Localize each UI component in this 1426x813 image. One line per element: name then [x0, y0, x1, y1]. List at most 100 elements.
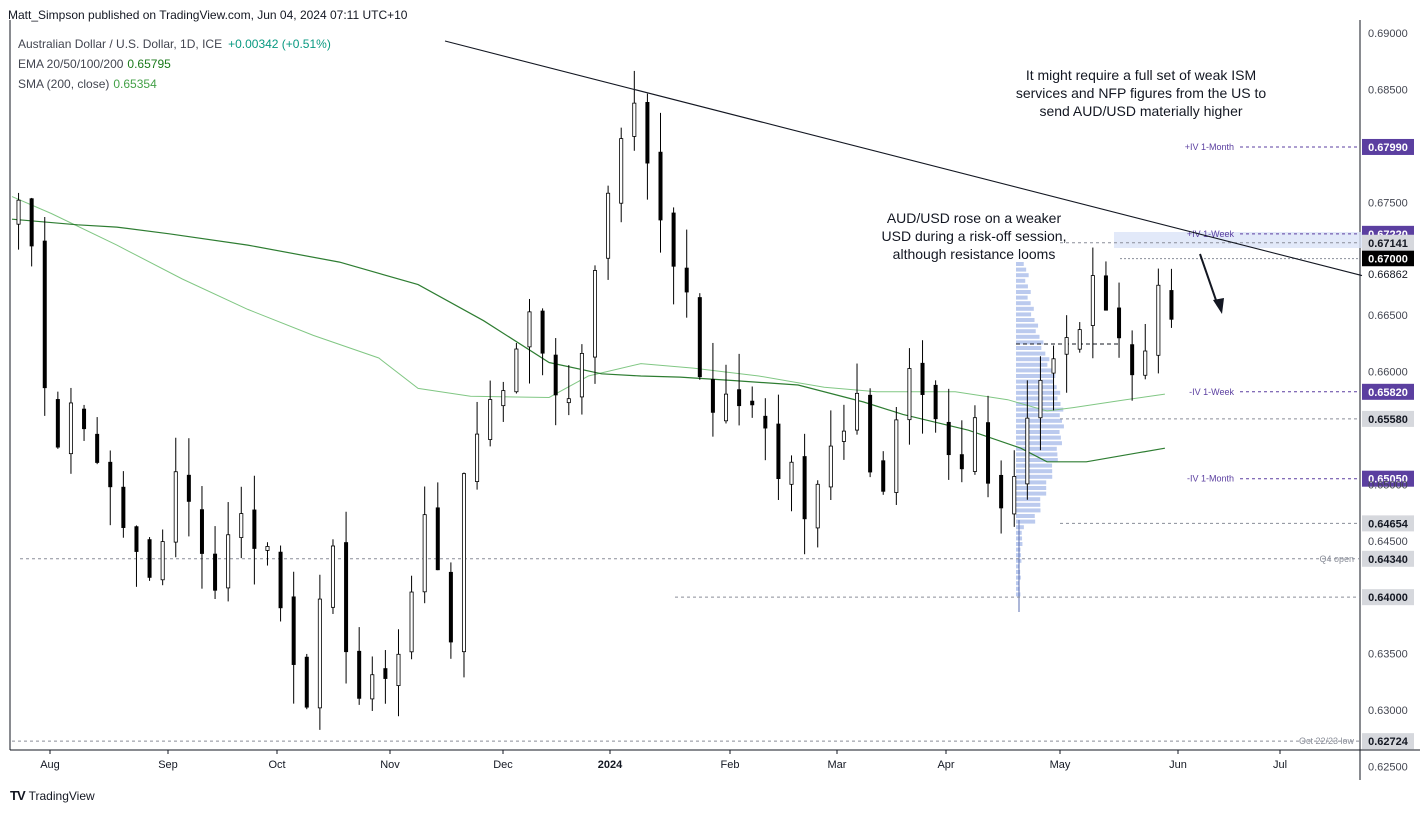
legend-ema-label: EMA 20/50/100/200	[18, 57, 124, 71]
volume-profile-bar	[1016, 273, 1029, 278]
candle-body	[658, 151, 663, 221]
candle-body	[291, 596, 296, 665]
candle-body	[121, 486, 126, 528]
legend-symbol-row[interactable]: Australian Dollar / U.S. Dollar, 1D, ICE…	[18, 34, 331, 54]
candle-body	[1064, 337, 1069, 355]
candle-body	[173, 471, 178, 543]
volume-profile-bar	[1016, 362, 1048, 367]
y-tick-label: 0.65000	[1368, 479, 1408, 491]
candle-body	[252, 509, 257, 549]
volume-profile-bar	[1016, 575, 1021, 580]
volume-profile-bar	[1016, 413, 1060, 418]
candle-body	[199, 509, 204, 554]
candle-body	[304, 656, 309, 708]
y-tick-label: 0.67500	[1368, 197, 1408, 209]
candle-body	[619, 138, 624, 204]
volume-profile-bar	[1016, 334, 1040, 339]
annotation-weaker-usd: AUD/USD rose on a weaker	[887, 210, 1062, 226]
volume-profile-bar	[1016, 486, 1047, 490]
candle-body	[959, 454, 964, 470]
candle-body	[1130, 344, 1135, 376]
legend-sma-label: SMA (200, close)	[18, 77, 110, 91]
price-label: 0.65050	[1368, 474, 1408, 486]
candle-body	[907, 368, 912, 421]
candle-body	[1117, 307, 1122, 339]
candle-body	[632, 102, 637, 137]
legend-ema-value: 0.65795	[127, 57, 171, 71]
x-tick-label: Mar	[828, 759, 847, 771]
price-label-box	[1362, 470, 1414, 487]
footer-branding[interactable]: TV TradingView	[10, 788, 95, 803]
candle-body	[42, 240, 47, 389]
legend-ema-row[interactable]: EMA 20/50/100/200 0.65795	[18, 54, 331, 74]
price-label: 0.67141	[1368, 238, 1408, 250]
volume-profile-bar	[1016, 547, 1021, 552]
candle-body	[737, 389, 742, 407]
y-tick-label: 0.66000	[1368, 367, 1408, 379]
volume-profile-bar	[1016, 491, 1047, 496]
candle-body	[514, 348, 519, 393]
price-level-tag: +IV 1-Month	[1185, 142, 1234, 152]
volume-profile-bar	[1016, 267, 1027, 272]
price-label: 0.64654	[1368, 518, 1409, 530]
candle-body	[841, 430, 846, 442]
annotation-ism-nfp: send AUD/USD materially higher	[1039, 103, 1242, 119]
volume-profile-bar	[1016, 519, 1036, 524]
volume-profile-bar	[1016, 312, 1032, 317]
price-label-box	[1362, 138, 1414, 155]
volume-profile-bar	[1016, 564, 1020, 569]
candle-body	[776, 423, 781, 480]
candle-body	[134, 526, 139, 552]
volume-profile-bar	[1016, 469, 1053, 474]
candle-body	[16, 199, 21, 225]
candle-body	[29, 198, 34, 247]
candle-body	[147, 539, 152, 578]
candle-body	[448, 571, 453, 643]
volume-profile-bar	[1016, 290, 1031, 294]
y-tick-label: 0.66500	[1368, 310, 1408, 322]
candle-body	[815, 483, 820, 529]
candle-body	[894, 419, 899, 493]
volume-profile-bar	[1016, 329, 1036, 334]
candle-body	[422, 514, 427, 593]
legend-sma-value: 0.65354	[113, 77, 157, 91]
volume-profile-bar	[1016, 306, 1034, 311]
volume-profile-bar	[1016, 430, 1060, 434]
candle-body	[972, 417, 977, 472]
candle-body	[645, 102, 650, 164]
ema-line	[11, 218, 1166, 463]
resistance-trendline[interactable]	[444, 40, 1363, 277]
candle-body	[527, 311, 532, 348]
volume-profile-bar	[1016, 262, 1024, 266]
candle-body	[82, 408, 87, 430]
price-label: 0.67990	[1368, 142, 1408, 154]
price-label-box	[1362, 733, 1414, 750]
volume-profile-bar	[1016, 351, 1046, 356]
volume-profile-bar	[1016, 385, 1057, 390]
volume-profile-bar	[1016, 452, 1058, 457]
candle-body	[1038, 379, 1043, 419]
candle-body	[855, 392, 860, 431]
volume-profile-bar	[1016, 441, 1062, 446]
y-tick-label: 0.64500	[1368, 536, 1408, 548]
legend-sma-row[interactable]: SMA (200, close) 0.65354	[18, 74, 331, 94]
price-label-box	[1362, 383, 1414, 400]
price-level-tag: -IV 1-Month	[1187, 474, 1234, 484]
volume-profile-bar	[1016, 346, 1042, 350]
candle-body	[1051, 358, 1056, 374]
candle-body	[383, 668, 388, 679]
volume-profile-bar	[1016, 368, 1052, 373]
candle-body	[1012, 476, 1017, 515]
candle-body	[828, 445, 833, 488]
price-label-box	[1362, 250, 1414, 267]
volume-profile-bar	[1016, 301, 1031, 306]
price-level-tag: Q4 open	[1319, 554, 1354, 564]
candle-body	[763, 415, 768, 429]
candle-body	[566, 398, 571, 404]
tradingview-logo: TV	[10, 788, 26, 803]
volume-profile-bar	[1016, 502, 1041, 507]
volume-profile-bar	[1016, 592, 1021, 597]
y-tick-label: 0.63500	[1368, 649, 1408, 661]
x-tick-label: Jul	[1273, 759, 1287, 771]
